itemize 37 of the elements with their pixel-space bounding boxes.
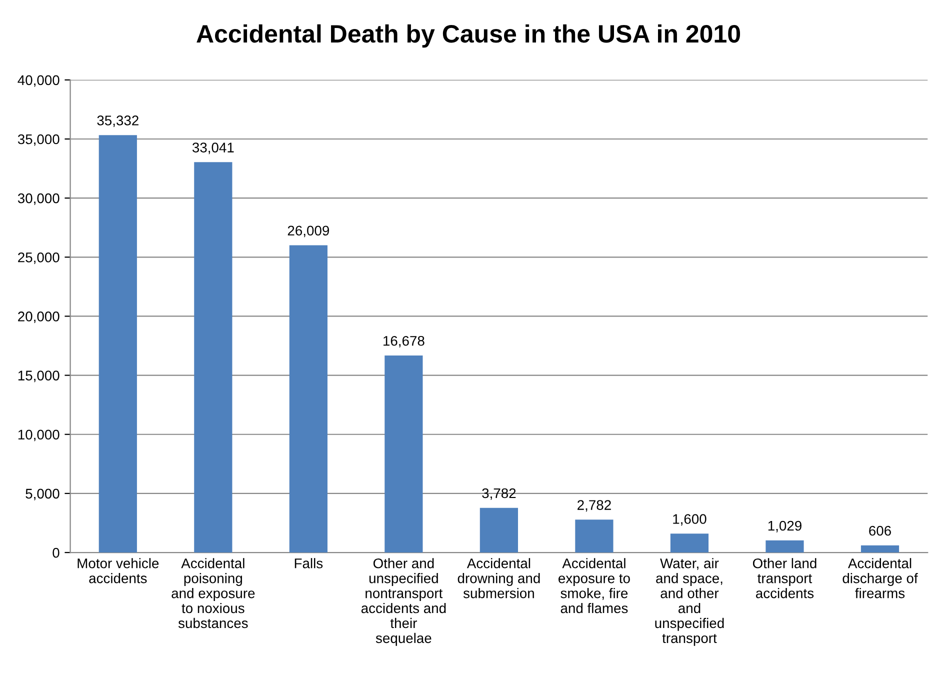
data-label: 2,782 (578, 500, 611, 512)
bar (480, 508, 518, 553)
bar (384, 355, 423, 553)
x-tick-label: Accidental poisoning and exposure to noxious substances (172, 558, 255, 628)
x-tick-label: Accidental drowning and submersion (458, 558, 540, 598)
bar (575, 520, 614, 553)
data-label: 606 (869, 526, 891, 536)
data-label: 26,009 (288, 226, 330, 238)
bar (98, 135, 137, 553)
data-label: 35,332 (97, 116, 138, 128)
x-tick-label: Falls (294, 558, 323, 568)
bar (289, 245, 328, 553)
data-label: 33,041 (192, 142, 234, 154)
y-tick-label: 35,000 (18, 134, 60, 146)
data-label: 16,678 (384, 336, 424, 348)
data-label: 1,600 (673, 514, 706, 526)
x-tick-label: Other and unspecified nontransport accidents and their sequelae (361, 558, 446, 646)
x-tick-label: Accidental exposure to smoke, fire and flames (558, 558, 630, 614)
y-tick-label: 5,000 (26, 488, 60, 500)
x-tick-label: Water, air and space, and other and unspecified transport (655, 558, 724, 646)
y-tick-label: 15,000 (18, 370, 60, 382)
bar (670, 534, 709, 553)
x-tick-label: Motor vehicle accidents (78, 558, 159, 584)
x-tick-label: Other land transport accidents (752, 558, 816, 598)
y-tick-label: 10,000 (18, 430, 60, 442)
bar (860, 545, 900, 553)
data-label: 1,029 (768, 520, 802, 532)
data-label: 3,782 (482, 488, 516, 500)
y-tick-label: 20,000 (18, 312, 60, 324)
bar (194, 162, 232, 553)
y-tick-label: 0 (52, 548, 60, 558)
y-tick-label: 40,000 (18, 75, 60, 87)
y-tick-label: 30,000 (18, 193, 60, 205)
y-tick-label: 25,000 (18, 252, 60, 264)
bar (766, 540, 804, 553)
chart-title: Accidental Death by Cause in the USA in 2010 (196, 24, 740, 48)
x-tick-label: Accidental discharge of firearms (842, 558, 918, 598)
